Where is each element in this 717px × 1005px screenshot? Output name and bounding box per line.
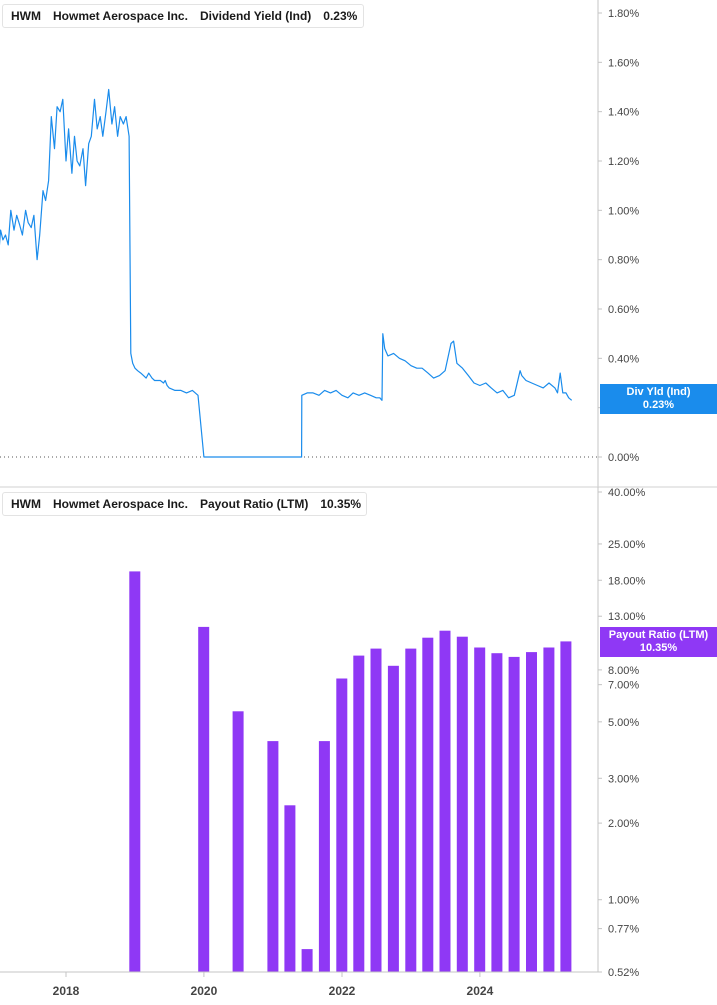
y-tick-label-top: 1.00% [608, 205, 639, 217]
y-tick-label-bottom: 18.00% [608, 575, 646, 587]
y-tick-label-bottom: 2.00% [608, 818, 639, 830]
payout-ratio-bar [129, 571, 141, 972]
y-tick-label-top: 0.60% [608, 304, 639, 316]
dividend-yield-legend[interactable]: HWM Howmet Aerospace Inc. Dividend Yield… [2, 4, 364, 28]
payout-ratio-bar [560, 641, 572, 972]
payout-ratio-bar [232, 711, 244, 972]
y-tick-label-top: 1.20% [608, 156, 639, 168]
tag-label: Div Yld (Ind) [626, 386, 691, 398]
legend-metric: Payout Ratio (LTM) [199, 497, 309, 511]
payout-ratio-bar [284, 805, 296, 972]
payout-ratio-bar [370, 648, 382, 972]
x-tick-label: 2022 [329, 984, 356, 998]
payout-ratio-bar [198, 626, 210, 972]
y-tick-label-bottom: 25.00% [608, 539, 646, 551]
legend-company: Howmet Aerospace Inc. [53, 497, 188, 511]
payout-ratio-bar [422, 637, 434, 972]
payout-ratio-legend[interactable]: HWM Howmet Aerospace Inc. Payout Ratio (… [2, 492, 367, 516]
legend-value: 0.23% [323, 9, 358, 23]
y-tick-label-bottom: 1.00% [608, 895, 639, 907]
legend-value: 10.35% [320, 497, 362, 511]
x-axis: 2018 2020 2022 2024 [0, 971, 598, 998]
payout-ratio-bar [526, 652, 537, 972]
payout-ratio-bar [474, 647, 486, 972]
legend-ticker: HWM [11, 497, 41, 511]
payout-ratio-bar [439, 630, 451, 972]
legend-ticker: HWM [11, 9, 41, 23]
payout-ratio-panel: 0.52% 0.77% 1.00% 2.00% 3.00% 5.00% 7.00% 8.00%… [129, 487, 646, 979]
payout-ratio-bar [267, 741, 279, 972]
payout-ratio-bar [318, 741, 330, 972]
y-tick-label-bottom: 5.00% [608, 717, 639, 729]
dividend-yield-series-line [0, 88, 573, 458]
dividend-yield-tag: Div Yld (Ind) 0.23% [600, 384, 717, 414]
payout-ratio-bar [301, 949, 313, 972]
x-tick-label: 2024 [467, 984, 494, 998]
payout-ratio-tag: Payout Ratio (LTM) 10.35% [600, 627, 717, 657]
payout-ratio-bar [456, 636, 468, 972]
tag-value: 10.35% [639, 642, 678, 654]
x-tick-label: 2018 [53, 984, 80, 998]
y-tick-label-bottom: 13.00% [608, 611, 646, 623]
y-tick-label-bottom: 40.00% [608, 487, 646, 499]
y-tick-label-top: 0.00% [608, 452, 639, 464]
y-tick-label-bottom: 3.00% [608, 773, 639, 785]
y-tick-label-bottom: 0.52% [608, 967, 639, 979]
payout-ratio-bar [387, 665, 399, 972]
payout-ratio-bar [508, 656, 520, 972]
payout-ratio-bar [491, 653, 503, 972]
x-tick-label: 2020 [191, 984, 218, 998]
y-tick-label-bottom: 7.00% [608, 680, 639, 692]
y-tick-label-top: 1.80% [608, 8, 639, 20]
y-tick-label-top: 0.40% [608, 353, 639, 365]
tag-value: 0.23% [642, 399, 675, 411]
payout-ratio-bar [543, 647, 555, 972]
legend-company: Howmet Aerospace Inc. [53, 9, 188, 23]
payout-ratio-bar [336, 678, 348, 972]
payout-ratio-bar [405, 648, 417, 972]
payout-ratio-bar [353, 655, 365, 972]
y-tick-label-bottom: 0.77% [608, 924, 639, 936]
y-tick-label-top: 1.60% [608, 57, 639, 69]
tag-label: Payout Ratio (LTM) [608, 629, 709, 641]
y-tick-label-top: 0.80% [608, 255, 639, 267]
y-tick-label-top: 1.40% [608, 107, 639, 119]
legend-metric: Dividend Yield (Ind) [199, 9, 312, 23]
y-tick-label-bottom: 8.00% [608, 665, 639, 677]
